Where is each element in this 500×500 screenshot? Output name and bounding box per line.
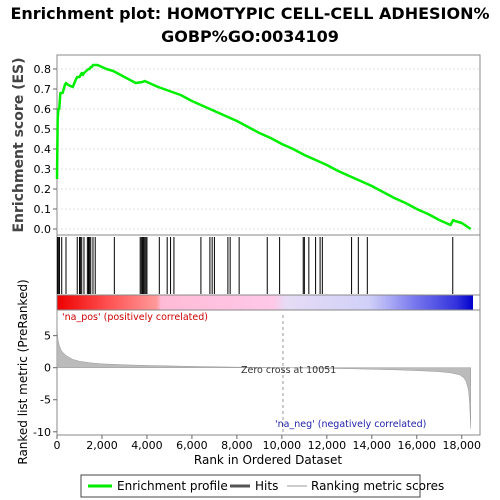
es-y-tick-label: 0.2 — [34, 183, 52, 196]
rank-color-bar — [57, 295, 473, 310]
legend-label-enrichment: Enrichment profile — [117, 479, 228, 493]
legend-box — [80, 474, 421, 498]
metric-y-axis-title: Ranked list metric (PreRanked) — [16, 279, 30, 464]
es-y-tick-label: 0.1 — [34, 203, 52, 216]
metric-area — [56, 309, 471, 429]
zero-cross-label: Zero cross at 10051 — [241, 365, 336, 376]
es-y-axis: 0.0 0.1 0.2 0.3 0.4 0.5 0.6 0.7 0.8 — [34, 63, 57, 236]
metric-axes: -10 -5 0 5 0 2,000 4,000 6,000 8,000 10,000 12,000… — [33, 330, 481, 452]
pos-correlated-label: 'na_pos' (positively correlated) — [62, 312, 208, 323]
es-y-tick-label: 0.6 — [34, 103, 52, 116]
es-y-tick-label: 0.3 — [34, 163, 52, 176]
es-gridlines — [57, 68, 480, 230]
es-y-tick-label: 0.5 — [34, 123, 52, 136]
metric-x-tick-label: 18,000 — [443, 439, 482, 452]
metric-x-tick-label: 12,000 — [308, 439, 347, 452]
metric-y-tick-label: 0 — [44, 362, 51, 375]
legend-label-hits: Hits — [255, 479, 278, 493]
metric-x-axis-title: Rank in Ordered Dataset — [194, 453, 342, 467]
metric-area-group — [56, 309, 471, 433]
es-y-tick-label: 0.0 — [34, 223, 52, 236]
metric-y-tick-label: -5 — [40, 394, 51, 407]
chart-title-line1: Enrichment plot: HOMOTYPIC CELL-CELL ADH… — [10, 4, 489, 23]
metric-x-tick-label: 0 — [54, 439, 61, 452]
es-y-axis-title: Enrichment score (ES) — [11, 57, 27, 232]
metric-panel-frame — [56, 309, 481, 436]
metric-x-tick-label: 8,000 — [221, 439, 253, 452]
metric-x-tick-label: 6,000 — [176, 439, 208, 452]
es-y-tick-label: 0.8 — [34, 63, 52, 76]
es-line-group — [55, 63, 472, 231]
metric-x-tick-label: 10,000 — [263, 439, 302, 452]
es-y-tick-label: 0.4 — [34, 143, 52, 156]
es-y-tick-label: 0.7 — [34, 83, 52, 96]
metric-x-tick-label: 4,000 — [131, 439, 163, 452]
legend-label-metric: Ranking metric scores — [311, 479, 444, 493]
metric-x-tick-label: 14,000 — [353, 439, 392, 452]
metric-x-tick-label: 2,000 — [86, 439, 118, 452]
legend: Enrichment profile Hits Ranking metric s… — [80, 474, 444, 498]
es-curve — [55, 63, 472, 231]
metric-y-tick-label: -10 — [33, 426, 51, 439]
metric-y-tick-label: 5 — [44, 330, 51, 343]
chart-title-line2: GOBP%GO:0034109 — [161, 27, 339, 46]
metric-x-tick-label: 16,000 — [398, 439, 437, 452]
hits-panel-frame — [56, 234, 481, 296]
neg-correlated-label: 'na_neg' (negatively correlated) — [275, 419, 426, 430]
hits-group — [56, 237, 454, 294]
